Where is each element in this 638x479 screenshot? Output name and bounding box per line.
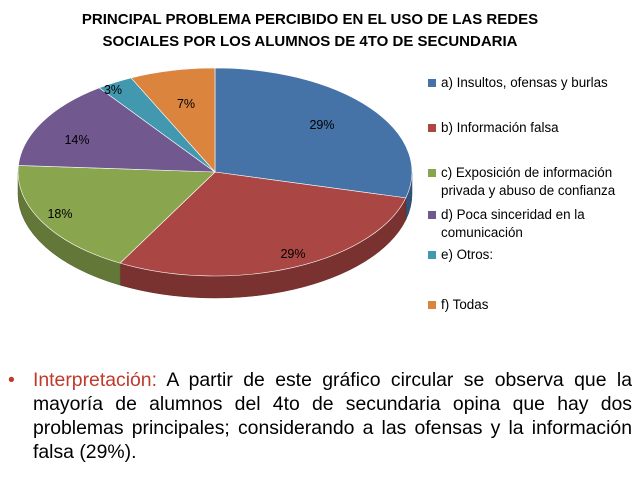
pie-slice-insultos [214, 67, 413, 199]
chart-title: PRINCIPAL PROBLEMA PERCIBIDO EN EL USO D… [40, 9, 580, 53]
legend-swatch-informacion-falsa [428, 124, 436, 132]
legend-swatch-poca-sinceridad [428, 211, 436, 219]
pie-slices [17, 67, 413, 277]
pie-chart: 29% 29% 18% 14% 3% 7% [17, 67, 413, 299]
data-label-otros: 3% [104, 83, 122, 97]
interpretation-body: A partir de este gráfico circular se obs… [33, 369, 632, 463]
bullet-point: • [8, 369, 15, 391]
interpretation-lead: Interpretación: [33, 369, 157, 391]
legend-swatch-exposicion [428, 169, 436, 177]
legend-label-poca-sinceridad: d) Poca sinceridad en la comunicación [441, 207, 585, 240]
data-label-todas: 7% [177, 97, 195, 111]
legend-item-todas: f) Todas [428, 296, 634, 314]
legend-swatch-todas [428, 301, 436, 309]
legend-swatch-otros [428, 251, 436, 259]
pie-data-labels: 29% 29% 18% 14% 3% 7% [47, 83, 334, 261]
legend-label-exposicion: c) Exposición de información privada y a… [441, 165, 616, 198]
legend-label-informacion-falsa: b) Información falsa [441, 120, 559, 135]
legend-swatch-insultos [428, 79, 436, 87]
chart-title-line-2: SOCIALES POR LOS ALUMNOS DE 4TO DE SECUN… [102, 33, 518, 50]
data-label-poca-sinceridad: 14% [64, 133, 89, 147]
legend-item-exposicion: c) Exposición de información privada y a… [428, 164, 634, 200]
legend-label-todas: f) Todas [441, 297, 489, 312]
pie-slice-poca-sinceridad [18, 87, 216, 173]
pie-slice-informacion-falsa [119, 171, 407, 277]
legend-item-otros: e) Otros: [428, 246, 634, 264]
data-label-exposicion: 18% [47, 207, 72, 221]
interpretation-paragraph: Interpretación: A partir de este gráfico… [33, 368, 632, 464]
interpretation-text: • Interpretación: A partir de este gráfi… [8, 368, 632, 464]
pie-slice-todas [130, 67, 216, 173]
chart-title-line-1: PRINCIPAL PROBLEMA PERCIBIDO EN EL USO D… [81, 11, 539, 28]
data-label-informacion-falsa: 29% [280, 247, 305, 261]
legend-item-poca-sinceridad: d) Poca sinceridad en la comunicación [428, 206, 634, 242]
legend-label-insultos: a) Insultos, ofensas y burlas [441, 75, 608, 90]
legend-item-insultos: a) Insultos, ofensas y burlas [428, 74, 634, 92]
data-label-insultos: 29% [309, 118, 334, 132]
legend-item-informacion-falsa: b) Información falsa [428, 119, 634, 137]
legend-label-otros: e) Otros: [441, 247, 494, 262]
pie-slice-exposicion [17, 165, 216, 264]
